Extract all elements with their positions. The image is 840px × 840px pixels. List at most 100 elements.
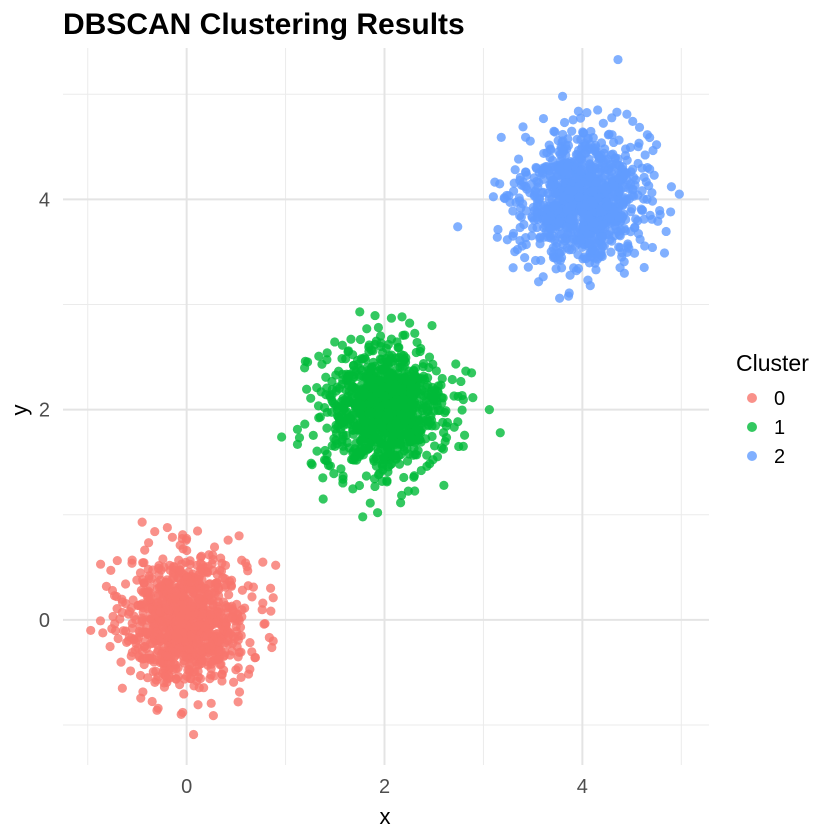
data-point xyxy=(510,165,520,175)
data-point xyxy=(245,664,255,674)
data-point xyxy=(206,698,216,708)
data-point xyxy=(508,231,518,241)
data-point xyxy=(437,392,447,403)
data-point xyxy=(355,334,366,345)
data-point xyxy=(436,443,447,453)
data-point xyxy=(233,697,243,707)
data-point xyxy=(139,558,149,568)
data-point xyxy=(550,200,561,210)
data-point xyxy=(424,363,434,373)
data-point xyxy=(386,313,397,323)
data-point xyxy=(468,393,478,403)
data-point xyxy=(520,132,531,142)
data-point xyxy=(538,113,549,124)
data-point xyxy=(521,206,531,216)
data-point xyxy=(265,583,276,593)
data-point xyxy=(576,166,586,176)
x-axis-label: x xyxy=(380,804,391,829)
data-point xyxy=(397,312,407,322)
data-point xyxy=(125,666,136,676)
data-point xyxy=(240,558,251,568)
data-point xyxy=(195,673,206,684)
data-point xyxy=(612,107,622,117)
data-point xyxy=(196,551,207,561)
data-point xyxy=(98,628,108,638)
data-point xyxy=(641,177,651,187)
data-point xyxy=(451,359,461,369)
data-point xyxy=(358,354,368,364)
data-point xyxy=(614,135,624,145)
data-point xyxy=(609,181,620,191)
data-point xyxy=(150,526,160,537)
data-point xyxy=(584,172,595,182)
data-point xyxy=(571,173,581,183)
data-point xyxy=(149,657,159,667)
data-point xyxy=(666,182,677,192)
data-point xyxy=(157,595,167,606)
data-point xyxy=(603,130,613,140)
data-point xyxy=(343,347,353,357)
data-point xyxy=(431,366,441,376)
data-point xyxy=(411,424,421,435)
data-point xyxy=(625,142,635,152)
data-point xyxy=(554,164,565,174)
data-point xyxy=(200,621,210,631)
data-point xyxy=(411,435,421,445)
data-point xyxy=(439,480,449,490)
data-point xyxy=(633,216,643,226)
data-point xyxy=(618,200,628,210)
data-point xyxy=(591,265,601,275)
data-point xyxy=(329,434,339,444)
data-point xyxy=(422,406,432,416)
data-point xyxy=(532,222,542,233)
data-point xyxy=(122,637,132,648)
legend-key-1 xyxy=(747,422,757,432)
data-point xyxy=(356,401,366,411)
data-point xyxy=(357,371,367,381)
data-point xyxy=(454,441,464,452)
data-point xyxy=(583,230,593,240)
data-point xyxy=(402,456,413,466)
data-point xyxy=(582,200,592,210)
data-point xyxy=(398,330,408,340)
data-point xyxy=(247,592,257,602)
data-point xyxy=(627,204,637,214)
data-point xyxy=(156,632,166,643)
data-point xyxy=(139,653,149,664)
data-point xyxy=(605,235,615,245)
data-point xyxy=(565,193,575,203)
data-point xyxy=(327,384,337,395)
data-point xyxy=(194,594,204,604)
data-point xyxy=(565,270,575,280)
data-point xyxy=(541,214,551,224)
data-point xyxy=(373,409,383,419)
data-point xyxy=(404,366,414,376)
data-point xyxy=(417,374,428,384)
data-point xyxy=(538,174,549,184)
data-point xyxy=(410,328,420,338)
data-point xyxy=(628,172,639,182)
data-point xyxy=(362,362,373,372)
data-point xyxy=(167,532,177,542)
data-point xyxy=(158,622,168,632)
data-point xyxy=(550,127,560,137)
data-point xyxy=(495,179,505,189)
data-point xyxy=(620,150,631,161)
data-point xyxy=(164,605,174,616)
y-tick-label: 4 xyxy=(39,189,50,211)
data-point xyxy=(250,653,260,663)
data-point xyxy=(373,322,384,333)
data-point xyxy=(136,693,146,703)
data-point xyxy=(415,389,425,399)
data-point xyxy=(593,151,604,162)
data-point xyxy=(292,424,303,434)
data-point xyxy=(321,372,331,382)
data-point xyxy=(178,707,188,718)
data-point xyxy=(640,241,650,251)
data-point xyxy=(179,689,189,699)
data-point xyxy=(156,581,166,591)
data-point xyxy=(137,517,147,527)
data-point xyxy=(115,614,125,624)
data-point xyxy=(370,481,380,492)
data-point xyxy=(378,458,388,469)
